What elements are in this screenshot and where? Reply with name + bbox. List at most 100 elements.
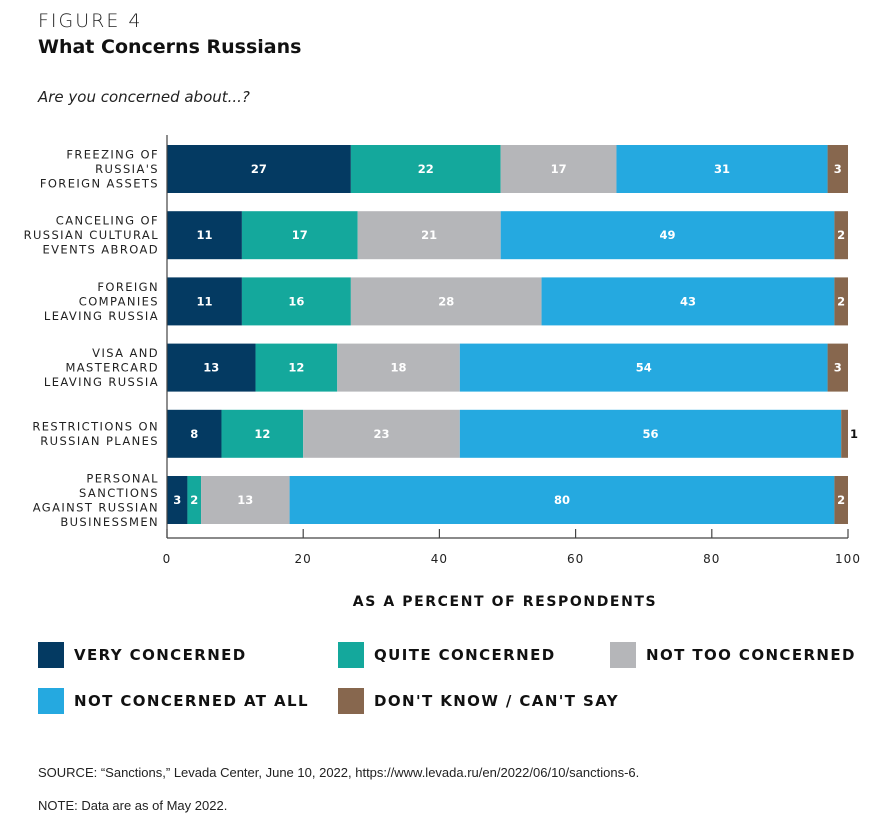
bar-segment [841,409,848,458]
x-tick-label: 40 [431,552,448,566]
value-label: 2 [837,228,845,242]
value-label: 3 [834,361,842,375]
value-label: 54 [636,361,652,375]
category-label: LEAVING RUSSIA [44,375,159,389]
category-label: RUSSIAN PLANES [40,434,159,448]
legend-label: QUITE CONCERNED [374,646,556,664]
legend-item-quite-concerned: QUITE CONCERNED [338,642,556,668]
value-label: 49 [660,228,676,242]
value-label: 3 [834,162,842,176]
value-label: 2 [190,493,198,507]
x-tick-label: 0 [163,552,172,566]
bar-segment [834,476,848,524]
bar-segment [289,476,835,524]
category-label: PERSONAL [86,471,159,485]
category-label: FOREIGN [97,280,159,294]
value-label: 31 [714,162,730,176]
bar-segment [167,409,222,458]
bar-segment [459,409,842,458]
bar-segment [167,211,242,260]
category-label: LEAVING RUSSIA [44,309,159,323]
legend-swatch [38,688,64,714]
bar-segment [303,409,460,458]
bar-segment [167,145,351,193]
value-label: 8 [190,427,198,441]
value-label: 13 [237,493,253,507]
value-label: 2 [837,294,845,308]
category-label: SANCTIONS [79,486,159,500]
value-label: 28 [438,294,454,308]
legend-swatch [610,642,636,668]
bar-segment [834,211,848,260]
value-label: 18 [391,361,407,375]
legend-swatch [338,642,364,668]
bar-segment [827,343,848,392]
category-label: RUSSIAN CULTURAL [24,228,159,242]
x-tick-label: 60 [567,552,584,566]
legend-label: NOT CONCERNED AT ALL [74,692,309,710]
value-label: 2 [837,493,845,507]
category-label: CANCELING OF [56,214,159,228]
value-label: 27 [251,162,267,176]
bar-segment [167,343,256,392]
bar-segment [241,211,358,260]
bar-segment [500,145,617,193]
bar-segment [187,476,202,524]
value-label: 22 [418,162,434,176]
value-label: 1 [850,427,858,441]
legend-label: NOT TOO CONCERNED [646,646,856,664]
legend-label: DON'T KNOW / CAN'T SAY [374,692,620,710]
category-label: BUSINESSMEN [60,515,159,529]
value-label: 12 [254,427,270,441]
legend-label: VERY CONCERNED [74,646,247,664]
value-label: 17 [551,162,567,176]
category-label: RUSSIA'S [95,162,159,176]
legend-item-not-too-concerned: NOT TOO CONCERNED [610,642,856,668]
bar-segment [221,409,304,458]
value-label: 23 [374,427,390,441]
legend-item-not-concerned-at-all: NOT CONCERNED AT ALL [38,688,309,714]
bar-segment [167,476,188,524]
category-label: MASTERCARD [65,361,159,375]
bar-segment [167,277,242,326]
bar-segment [241,277,351,326]
value-label: 12 [288,361,304,375]
x-tick-label: 100 [835,552,861,566]
bar-segment [255,343,338,392]
value-label: 11 [196,294,212,308]
bar-segment [357,211,501,260]
category-label: FOREIGN ASSETS [40,177,159,191]
value-label: 16 [288,294,304,308]
x-axis-label: AS A PERCENT OF RESPONDENTS [352,594,658,610]
bar-segment [616,145,828,193]
source-note: SOURCE: “Sanctions,” Levada Center, June… [38,765,640,780]
value-label: 3 [173,493,181,507]
figure-label: FIGURE 4 [38,10,143,32]
category-label: VISA AND [92,346,159,360]
value-label: 13 [203,361,219,375]
category-label: AGAINST RUSSIAN [33,500,159,514]
category-label: RESTRICTIONS ON [32,420,159,434]
legend-swatch [338,688,364,714]
value-label: 80 [554,493,570,507]
bar-segment [541,277,835,326]
legend-item-very-concerned: VERY CONCERNED [38,642,247,668]
legend-item-dont-know: DON'T KNOW / CAN'T SAY [338,688,619,714]
x-tick-label: 80 [703,552,720,566]
legend-swatch [38,642,64,668]
category-label: FREEZING OF [66,148,159,162]
bar-segment [827,145,848,193]
bar-segment [350,145,501,193]
chart-subtitle: Are you concerned about...? [38,88,250,106]
bar-segment [350,277,542,326]
value-label: 11 [196,228,212,242]
bar-segment [834,277,848,326]
value-label: 43 [680,294,696,308]
bar-segment [459,343,828,392]
bar-segment [500,211,835,260]
category-label: COMPANIES [79,294,159,308]
value-label: 56 [643,427,659,441]
bar-segment [337,343,460,392]
data-note: NOTE: Data are as of May 2022. [38,798,228,813]
